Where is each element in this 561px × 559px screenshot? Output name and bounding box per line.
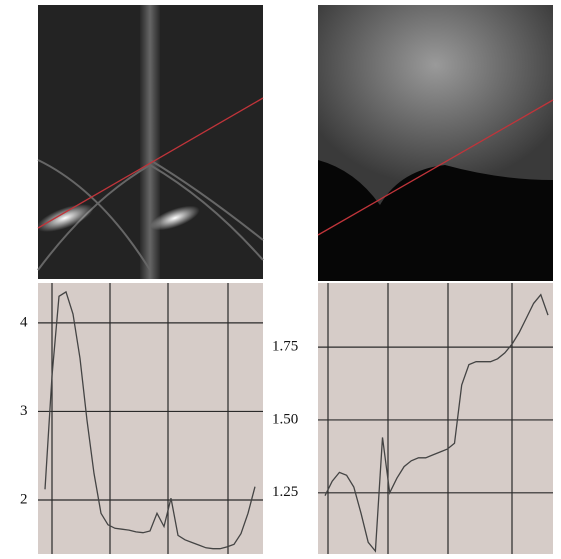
plot-area: [38, 283, 263, 554]
y-tick-label: 1.50: [272, 411, 298, 427]
left-image: [36, 5, 264, 279]
plot-area: [318, 283, 553, 554]
y-tick-label: 4: [20, 314, 28, 330]
data-line: [44, 290, 256, 550]
y-tick-label: 1.75: [272, 339, 298, 355]
y-tick-label: 2: [20, 491, 28, 507]
data-line: [324, 293, 549, 553]
right-image: [317, 5, 554, 281]
y-tick-label: 3: [20, 403, 28, 419]
y-tick-label: 1.25: [272, 484, 298, 500]
